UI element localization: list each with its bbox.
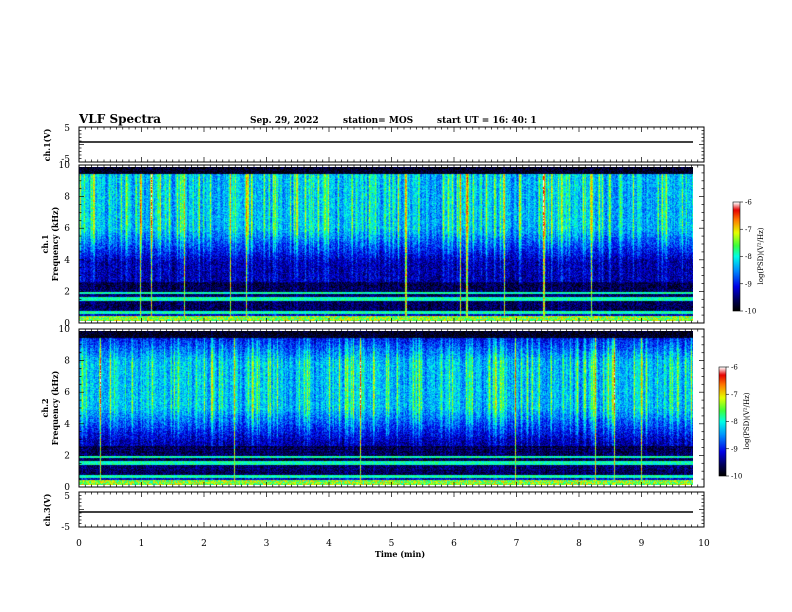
ch1-spectrogram-ylabel: ch.1 bbox=[40, 234, 50, 253]
y-tick-label: 10 bbox=[59, 161, 71, 171]
ch1-spectrogram-image bbox=[79, 167, 693, 321]
ch2-spectrogram-ylabel: ch.2 bbox=[40, 398, 50, 417]
ch2-colorbar bbox=[719, 367, 726, 476]
colorbar-tick-label: -10 bbox=[731, 473, 742, 481]
ch1-ytick-bottom: -5 bbox=[61, 155, 70, 165]
ch3-waveform-ylabel: ch.3(V) bbox=[42, 493, 52, 526]
ch2-colorbar-label: log(PSD)(V²/Hz) bbox=[743, 392, 751, 449]
y-tick-label: 0 bbox=[64, 483, 70, 493]
y-tick-label: 8 bbox=[64, 193, 70, 203]
ch2-spectrogram-image bbox=[79, 331, 693, 485]
colorbar-tick-label: -10 bbox=[745, 308, 756, 316]
figure-title: VLF Spectra bbox=[78, 112, 161, 126]
x-tick-label: 6 bbox=[451, 539, 457, 549]
colorbar-tick-label: -7 bbox=[731, 391, 738, 399]
x-tick-label: 7 bbox=[514, 539, 520, 549]
colorbar-tick-label: -6 bbox=[731, 364, 738, 372]
ch1-colorbar-label: log(PSD)(V²/Hz) bbox=[757, 227, 765, 284]
colorbar-tick-label: -9 bbox=[731, 445, 738, 453]
ch1-waveform-ylabel: ch.1(V) bbox=[42, 128, 52, 161]
ch3-waveform-frame bbox=[78, 491, 705, 528]
station-label: station= MOS bbox=[343, 116, 413, 126]
x-tick-label: 1 bbox=[139, 539, 145, 549]
colorbar-tick-label: -9 bbox=[745, 280, 752, 288]
y-tick-label: 6 bbox=[64, 388, 70, 398]
y-tick-label: 2 bbox=[64, 287, 70, 297]
start-time-label: start UT = 16: 40: 1 bbox=[437, 116, 537, 126]
date-label: Sep. 29, 2022 bbox=[250, 116, 319, 126]
y-tick-label: 4 bbox=[64, 256, 70, 266]
colorbar-tick-label: -8 bbox=[731, 418, 738, 426]
ch1-waveform-frame bbox=[78, 126, 705, 163]
y-tick-label: 6 bbox=[64, 224, 70, 234]
ch3-ytick-top: 5 bbox=[64, 492, 70, 502]
x-tick-label: 9 bbox=[639, 539, 645, 549]
y-tick-label: 2 bbox=[64, 451, 70, 461]
x-tick-label: 10 bbox=[698, 539, 710, 549]
y-tick-label: 10 bbox=[59, 325, 71, 335]
x-tick-label: 0 bbox=[76, 539, 82, 549]
ch2-spectrogram-ylabel2: Frequency (kHz) bbox=[50, 370, 60, 445]
y-tick-label: 8 bbox=[64, 357, 70, 367]
ch1-ytick-top: 5 bbox=[64, 124, 70, 134]
ch1-colorbar bbox=[733, 202, 740, 311]
x-axis-label: Time (min) bbox=[375, 549, 425, 559]
colorbar-tick-label: -6 bbox=[745, 199, 752, 207]
x-tick-label: 4 bbox=[326, 539, 332, 549]
colorbar-tick-label: -8 bbox=[745, 253, 752, 261]
x-tick-label: 5 bbox=[389, 539, 395, 549]
y-tick-label: 4 bbox=[64, 420, 70, 430]
colorbar-tick-label: -7 bbox=[745, 226, 752, 234]
x-tick-label: 8 bbox=[576, 539, 582, 549]
y-tick-label: 0 bbox=[64, 319, 70, 329]
x-tick-label: 3 bbox=[264, 539, 270, 549]
ch1-spectrogram-ylabel2: Frequency (kHz) bbox=[50, 206, 60, 281]
x-tick-label: 2 bbox=[201, 539, 207, 549]
ch3-ytick-bottom: -5 bbox=[61, 523, 70, 533]
